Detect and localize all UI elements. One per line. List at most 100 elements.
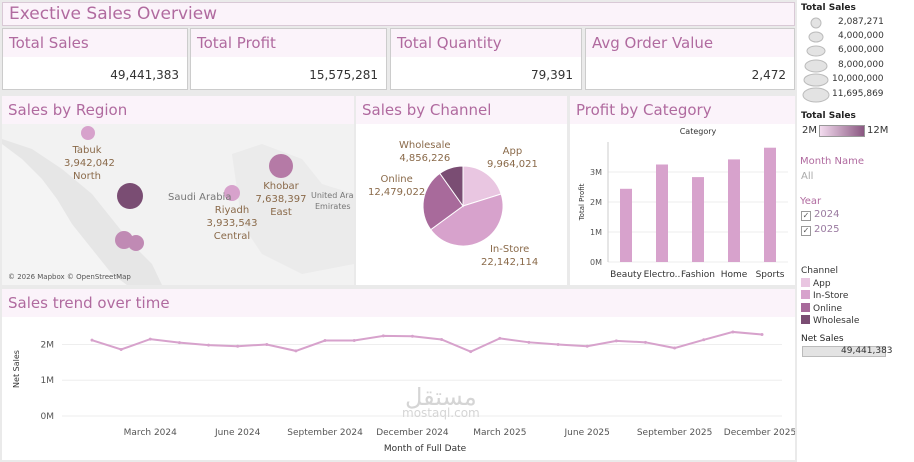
channel-legend-item-wholesale[interactable]: Wholesale xyxy=(801,315,859,326)
map-label-tabuk-sub: North xyxy=(73,171,101,182)
region-panel-title: Sales by Region xyxy=(2,96,354,124)
map-label-khobar-name: Khobar xyxy=(263,181,299,192)
size-legend[interactable] xyxy=(800,14,914,104)
line-point-3[interactable] xyxy=(177,341,181,345)
line-x-tick: June 2025 xyxy=(564,428,610,438)
map-region-shading xyxy=(232,144,354,274)
map-attribution[interactable]: © 2026 Mapbox © OpenStreetMap xyxy=(8,273,131,281)
net-sales-value: 49,441,383 xyxy=(841,346,893,356)
channel-label-online-value: 12,479,022 xyxy=(368,187,426,198)
bar-x-tick: Beauty xyxy=(610,270,642,280)
channel-label-wholesale: Wholesale 4,856,226 xyxy=(399,139,451,165)
kpi-total-quantity[interactable]: Total Quantity 79,391 xyxy=(390,28,582,90)
swatch-app xyxy=(801,278,810,287)
year-option-2024[interactable]: ✓ 2024 xyxy=(801,209,839,221)
channel-label-app-name: App xyxy=(502,146,523,157)
bar-x-tick: Home xyxy=(721,270,748,280)
channel-legend-label: In-Store xyxy=(813,291,849,301)
pie-slice-wholesale[interactable] xyxy=(439,165,464,208)
line-point-20[interactable] xyxy=(673,346,677,350)
kpi-avg-order-value[interactable]: Avg Order Value 2,472 xyxy=(585,28,795,90)
line-point-4[interactable] xyxy=(207,343,211,347)
kpi-total-sales[interactable]: Total Sales 49,441,383 xyxy=(2,28,188,90)
line-x-label: Month of Full Date xyxy=(384,444,467,454)
channel-pie-chart[interactable] xyxy=(356,124,567,285)
color-legend-title: Total Sales xyxy=(801,111,856,121)
watermark-sub: mostaql.com xyxy=(402,406,480,420)
line-point-16[interactable] xyxy=(556,342,560,346)
line-point-14[interactable] xyxy=(498,336,502,340)
map-bubble-khobar xyxy=(269,154,293,178)
map-bubble-riyadh xyxy=(224,185,240,201)
color-legend-min: 2M xyxy=(802,125,817,136)
line-x-tick: September 2025 xyxy=(637,428,713,438)
map-label-khobar-value: 7,638,397 xyxy=(255,194,307,205)
line-point-19[interactable] xyxy=(643,340,647,344)
color-legend-max: 12M xyxy=(867,125,889,136)
line-point-18[interactable] xyxy=(614,339,618,343)
year-option-2025[interactable]: ✓ 2025 xyxy=(801,224,839,236)
size-legend-value: 8,000,000 xyxy=(838,60,884,70)
line-point-23[interactable] xyxy=(760,332,764,336)
bar-chart-title: Category xyxy=(680,127,717,136)
bar-sports[interactable] xyxy=(764,147,776,262)
category-panel: Profit by Category Category 0M 1M 2M 3M Total… xyxy=(570,96,795,285)
line-point-15[interactable] xyxy=(527,340,531,344)
line-point-22[interactable] xyxy=(731,330,735,334)
channel-legend-item-online[interactable]: Online xyxy=(801,303,842,314)
bar-x-tick: Fashion xyxy=(681,270,715,280)
line-point-13[interactable] xyxy=(469,350,473,354)
color-legend-gradient[interactable] xyxy=(819,125,865,137)
line-x-tick: June 2024 xyxy=(214,428,261,438)
line-point-2[interactable] xyxy=(148,337,152,341)
net-sales-label: Net Sales xyxy=(801,334,844,344)
pie-slice-online[interactable] xyxy=(422,172,464,231)
line-point-6[interactable] xyxy=(265,342,269,346)
channel-legend-item-instore[interactable]: In-Store xyxy=(801,290,848,301)
line-point-1[interactable] xyxy=(119,347,123,351)
line-point-9[interactable] xyxy=(352,339,356,343)
dashboard-title: Exective Sales Overview xyxy=(2,2,795,26)
line-y-label: Net Sales xyxy=(12,350,21,388)
map-bubble-south-2 xyxy=(128,235,144,251)
channel-panel: Sales by Channel Wholesale 4,856,226 App… xyxy=(356,96,567,285)
line-x-tick: December 2025 xyxy=(724,428,795,438)
line-point-17[interactable] xyxy=(585,344,589,348)
line-point-10[interactable] xyxy=(381,334,385,338)
bar-electro[interactable] xyxy=(656,164,668,263)
sales-trend-line-chart[interactable]: 0M 1M 2M Net Sales March 2024 June 2024 Septem… xyxy=(2,317,795,460)
pie-slice-app[interactable] xyxy=(462,165,502,207)
year-option-label: 2025 xyxy=(814,224,840,235)
channel-label-app: App 9,964,021 xyxy=(487,145,538,171)
channel-label-wholesale-value: 4,856,226 xyxy=(399,153,451,164)
month-filter-value[interactable]: All xyxy=(801,171,814,182)
line-point-0[interactable] xyxy=(90,338,94,342)
region-map[interactable] xyxy=(2,124,354,285)
map-label-riyadh-name: Riyadh xyxy=(214,205,250,216)
bar-beauty[interactable] xyxy=(620,188,632,262)
category-bar-chart[interactable]: Category 0M 1M 2M 3M Total Profit Beauty Electr… xyxy=(570,124,795,285)
line-point-12[interactable] xyxy=(440,337,444,341)
bar-y-tick: 0M xyxy=(590,258,602,267)
bar-fashion[interactable] xyxy=(692,177,704,262)
checkbox-checked-icon[interactable]: ✓ xyxy=(801,226,811,236)
sales-trend-line[interactable] xyxy=(91,330,763,353)
bar-home[interactable] xyxy=(728,159,740,262)
net-sales-bar[interactable] xyxy=(802,346,886,357)
channel-label-wholesale-name: Wholesale xyxy=(399,140,451,151)
checkbox-checked-icon[interactable]: ✓ xyxy=(801,211,811,221)
kpi-total-profit[interactable]: Total Profit 15,575,281 xyxy=(190,28,387,90)
line-point-21[interactable] xyxy=(702,338,706,342)
line-point-11[interactable] xyxy=(410,334,414,338)
size-legend-mark-4 xyxy=(804,59,828,73)
pie-slice-instore[interactable] xyxy=(430,193,504,247)
channel-legend-label: App xyxy=(813,279,831,289)
trend-panel-title: Sales trend over time xyxy=(2,289,795,317)
line-point-5[interactable] xyxy=(236,344,240,348)
line-point-8[interactable] xyxy=(323,339,327,343)
map-label-riyadh: Riyadh 3,933,543 Central xyxy=(204,204,260,243)
line-point-7[interactable] xyxy=(294,349,298,353)
kpi-label: Total Sales xyxy=(3,29,187,57)
kpi-value: 2,472 xyxy=(751,68,786,82)
channel-legend-item-app[interactable]: App xyxy=(801,278,831,289)
